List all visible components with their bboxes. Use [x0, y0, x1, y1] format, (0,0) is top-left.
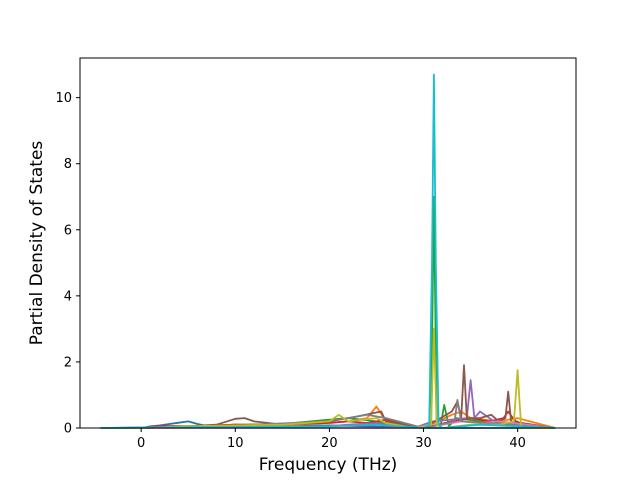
series-line-9 — [100, 327, 556, 429]
series-line-10 — [100, 73, 556, 429]
x-axis-label: Frequency (THz) — [259, 455, 398, 475]
x-tick-label: 10 — [227, 436, 244, 451]
y-tick-label: 2 — [64, 355, 72, 370]
y-tick-label: 6 — [64, 223, 72, 238]
y-tick-label: 8 — [64, 157, 72, 172]
y-axis-label: Partial Density of States — [27, 141, 47, 346]
x-tick-label: 0 — [137, 436, 145, 451]
x-tick-label: 40 — [509, 436, 526, 451]
y-tick-label: 10 — [55, 91, 72, 106]
x-axis: 0 10 20 30 40 — [137, 428, 526, 451]
y-tick-label: 0 — [64, 422, 72, 437]
x-tick-label: 20 — [321, 436, 338, 451]
x-tick-label: 30 — [415, 436, 432, 451]
y-tick-label: 4 — [64, 289, 72, 304]
plot-frame — [79, 57, 577, 429]
y-axis: 0 2 4 6 8 10 — [55, 91, 80, 437]
plot-area — [80, 58, 576, 428]
